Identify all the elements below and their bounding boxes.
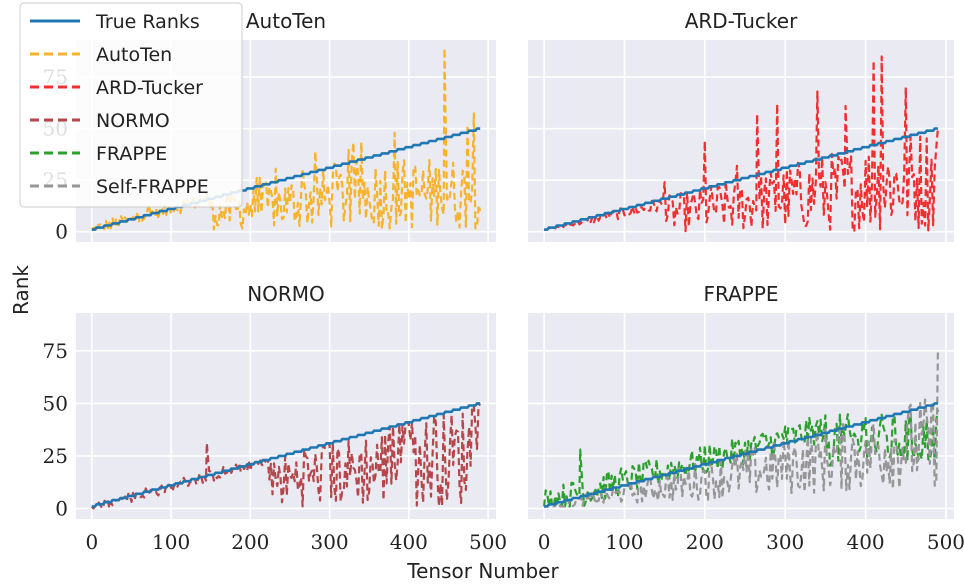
- plot-area: [528, 40, 954, 242]
- x-tick-label: 100: [152, 530, 190, 554]
- legend-label: ARD-Tucker: [96, 77, 203, 99]
- legend-entry: Self-FRAPPE: [30, 176, 209, 198]
- subplot-title: NORMO: [247, 282, 325, 306]
- x-tick-label: 500: [469, 530, 507, 554]
- y-tick-label: 0: [55, 496, 68, 520]
- y-tick-label: 50: [43, 391, 68, 415]
- x-tick-label: 400: [390, 530, 428, 554]
- legend-entry: ARD-Tucker: [30, 77, 203, 99]
- x-axis-label: Tensor Number: [406, 559, 559, 583]
- y-tick-label: 75: [43, 339, 68, 363]
- series-line-true-ranks: [544, 402, 938, 508]
- subplot-frappe: 0 100 200 300 400 500 FRAPPE: [528, 282, 964, 554]
- plot-area: [528, 313, 954, 519]
- y-tick-label: 25: [43, 444, 68, 468]
- y-tick-label: 0: [55, 220, 68, 244]
- subplot-title: AutoTen: [246, 9, 326, 33]
- x-tick-label: 0: [85, 530, 98, 554]
- x-tick-label: 500: [927, 530, 964, 554]
- plot-area: [76, 313, 496, 519]
- x-tick-label: 100: [605, 530, 643, 554]
- subplot-title: ARD-Tucker: [685, 9, 798, 33]
- x-tick-label: 0: [538, 530, 551, 554]
- legend-label: Self-FRAPPE: [96, 176, 209, 198]
- legend-entry: NORMO: [30, 110, 170, 132]
- series-line-normo: [90, 402, 482, 510]
- legend: True Ranks AutoTen ARD-Tucker NORMO FRAPPE Se…: [19, 2, 243, 208]
- legend-entry: True Ranks: [30, 11, 200, 33]
- x-tick-label: 300: [310, 530, 348, 554]
- legend-label: True Ranks: [95, 11, 200, 33]
- x-tick-label: 400: [846, 530, 884, 554]
- legend-entry: FRAPPE: [30, 143, 167, 165]
- series-line-self-frappe: [544, 350, 939, 508]
- legend-entry: AutoTen: [30, 44, 172, 66]
- x-tick-label: 200: [231, 530, 269, 554]
- series-line-true-ranks: [91, 127, 481, 231]
- series-line-autoten: [91, 47, 482, 233]
- series-line-true-ranks: [544, 127, 938, 231]
- subplot-title: FRAPPE: [703, 282, 778, 306]
- x-tick-label: 200: [686, 530, 724, 554]
- series-line-ard-tucker: [543, 55, 939, 233]
- subplot-grid: 0 25 50 75 AutoTen ARD-Tucker 0 100 200 300 400 500…: [43, 9, 964, 554]
- legend-label: AutoTen: [96, 44, 172, 66]
- y-axis-label: Rank: [9, 265, 33, 315]
- subplot-normo: 0 100 200 300 400 500 0 25 50 75 NORMO: [43, 282, 508, 554]
- series-line-true-ranks: [91, 402, 481, 508]
- subplot-ard-tucker: ARD-Tucker: [528, 9, 954, 242]
- legend-label: FRAPPE: [96, 143, 167, 165]
- x-tick-label: 300: [766, 530, 804, 554]
- legend-label: NORMO: [96, 110, 170, 132]
